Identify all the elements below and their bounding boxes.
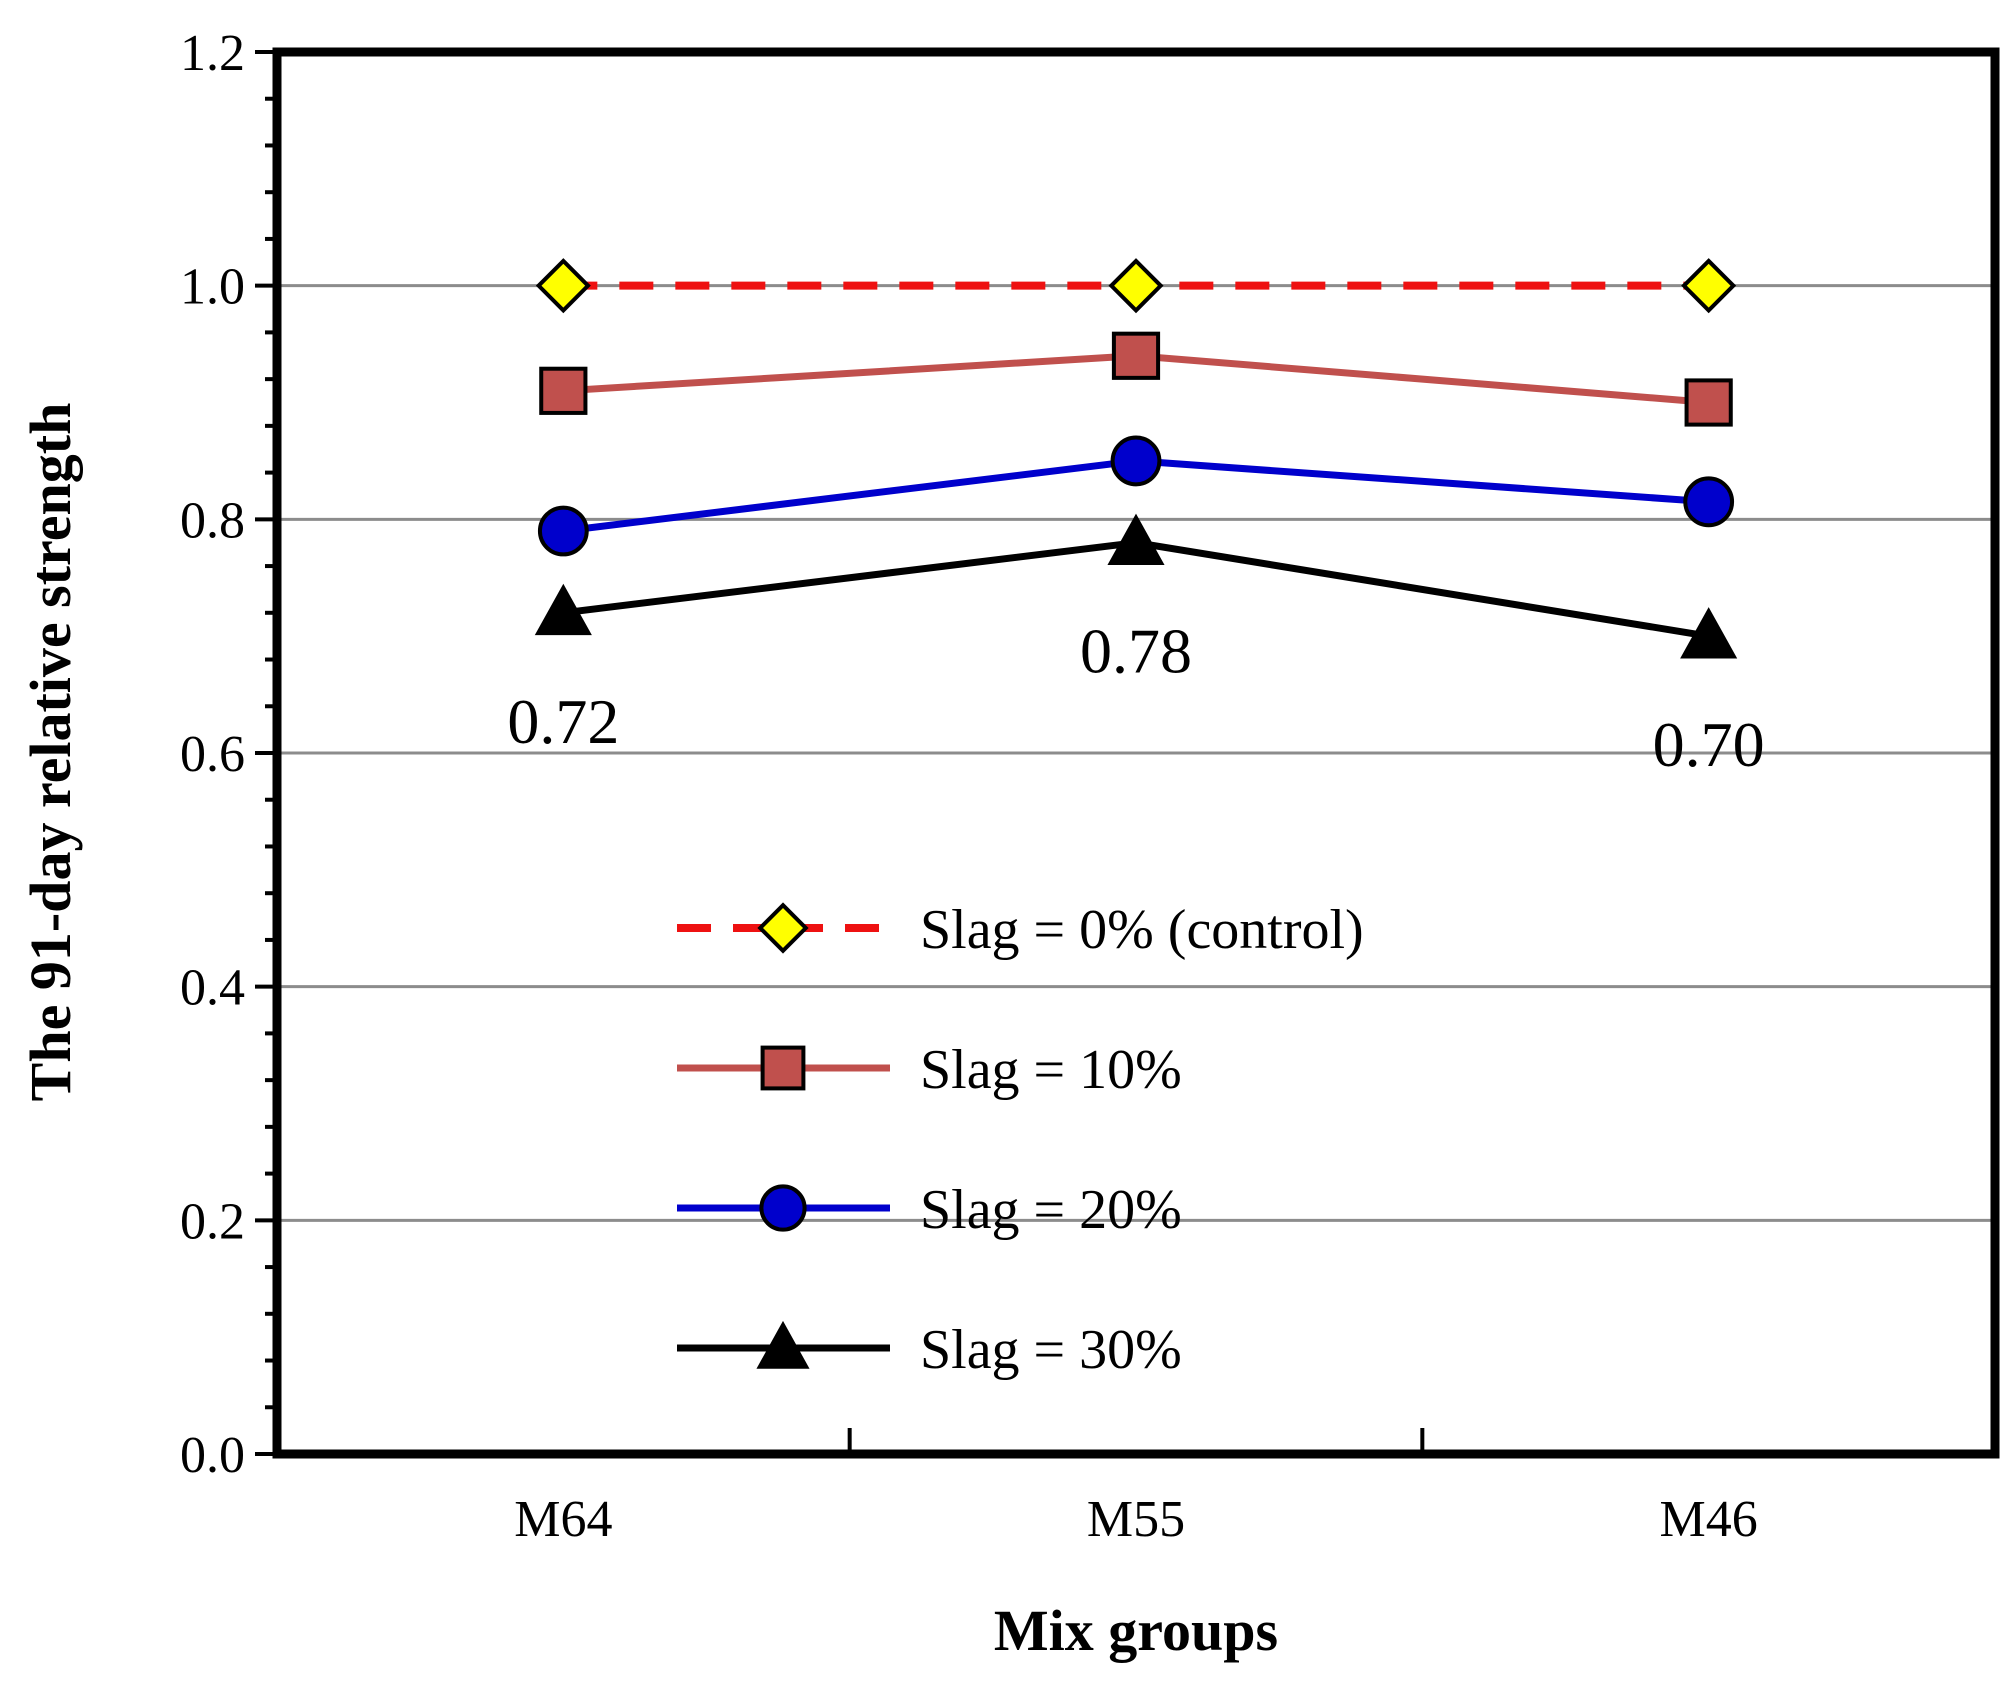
legend-item-slag-0-control: Slag = 0% (control) bbox=[677, 899, 1364, 961]
y-tick-label: 0.2 bbox=[180, 1193, 245, 1250]
y-tick-label: 0.0 bbox=[180, 1427, 245, 1484]
series-markers bbox=[534, 258, 1738, 659]
data-point-slag-20-m55 bbox=[1110, 435, 1162, 487]
data-point-slag-20-m46 bbox=[1683, 476, 1735, 528]
x-axis-tick-labels: M64 M55 M46 bbox=[514, 1491, 1758, 1548]
y-axis-tick-labels: 0.0 0.2 0.4 0.6 0.8 1.0 1.2 bbox=[180, 25, 245, 1484]
legend-label-slag-0-control: Slag = 0% (control) bbox=[920, 899, 1364, 961]
x-axis-title: Mix groups bbox=[994, 1598, 1278, 1663]
x-tick-label-m64: M64 bbox=[514, 1491, 612, 1548]
data-point-slag-30-m55 bbox=[1107, 513, 1165, 565]
y-tick-label: 0.8 bbox=[180, 492, 245, 549]
data-labels: 0.72 0.78 0.70 bbox=[507, 616, 1764, 780]
y-tick-label: 0.6 bbox=[180, 726, 245, 783]
legend-marker-slag-10 bbox=[760, 1045, 806, 1091]
x-tick-label-m55: M55 bbox=[1087, 1491, 1185, 1548]
y-tick-label: 1.2 bbox=[180, 25, 245, 82]
data-point-slag-10-m64 bbox=[539, 366, 588, 415]
data-point-slag-0-control-m46 bbox=[1681, 258, 1737, 314]
data-label-m64: 0.72 bbox=[507, 686, 619, 757]
legend-label-slag-30: Slag = 30% bbox=[920, 1319, 1182, 1381]
data-label-m46: 0.70 bbox=[1653, 709, 1765, 780]
legend: Slag = 0% (control) Slag = 10% Slag = 20% S… bbox=[677, 899, 1364, 1381]
legend-marker-slag-20 bbox=[759, 1184, 807, 1232]
legend-marker-slag-30 bbox=[756, 1320, 810, 1369]
data-point-slag-0-control-m64 bbox=[535, 258, 591, 314]
legend-item-slag-10: Slag = 10% bbox=[677, 1039, 1182, 1101]
legend-item-slag-20: Slag = 20% bbox=[677, 1179, 1182, 1241]
axis-ticks bbox=[255, 50, 1425, 1456]
data-point-slag-10-m55 bbox=[1111, 331, 1161, 380]
data-point-slag-10-m46 bbox=[1684, 378, 1733, 427]
x-tick-label-m46: M46 bbox=[1660, 1491, 1758, 1548]
legend-item-slag-30: Slag = 30% bbox=[677, 1319, 1182, 1381]
data-point-slag-20-m64 bbox=[537, 505, 589, 557]
data-point-slag-30-m64 bbox=[534, 583, 592, 636]
legend-marker-slag-0-control bbox=[757, 902, 809, 954]
data-label-m55: 0.78 bbox=[1080, 616, 1192, 687]
legend-label-slag-20: Slag = 20% bbox=[920, 1179, 1182, 1241]
legend-label-slag-10: Slag = 10% bbox=[920, 1039, 1182, 1101]
data-point-slag-0-control-m55 bbox=[1108, 258, 1164, 314]
y-tick-label: 0.4 bbox=[180, 960, 245, 1017]
y-tick-label: 1.0 bbox=[180, 259, 245, 316]
data-point-slag-30-m46 bbox=[1680, 607, 1738, 659]
y-axis-title: The 91-day relative strength bbox=[18, 403, 83, 1102]
